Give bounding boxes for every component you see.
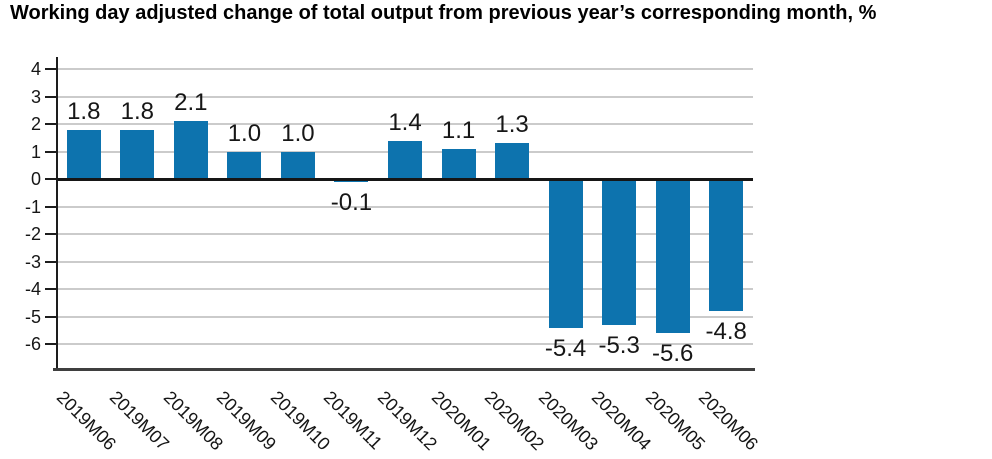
bar-2019M10 — [280, 151, 315, 179]
y-gridline — [57, 68, 753, 70]
y-tick-mark — [45, 178, 57, 180]
y-tick-label: -6 — [24, 334, 41, 354]
bar-2020M04 — [602, 179, 637, 325]
chart-title: Working day adjusted change of total out… — [10, 2, 877, 24]
y-tick-label: 3 — [30, 86, 41, 107]
bar-2019M12 — [388, 140, 422, 179]
y-gridline — [57, 315, 753, 318]
bar-2019M06 — [66, 129, 101, 179]
y-tick-mark — [45, 123, 57, 125]
value-label: 1.3 — [495, 111, 529, 139]
bar-2019M09 — [227, 151, 262, 179]
y-axis-line — [56, 57, 58, 369]
y-tick-mark — [45, 315, 57, 318]
y-tick-mark — [45, 343, 57, 345]
value-label: -0.1 — [330, 188, 373, 216]
bar-2020M03 — [548, 179, 583, 328]
bar-2020M05 — [655, 179, 690, 333]
y-tick-mark — [45, 260, 57, 263]
x-axis-line — [53, 368, 755, 371]
y-tick-mark — [45, 95, 57, 98]
bar-2020M01 — [441, 148, 476, 179]
y-tick-label: 4 — [30, 59, 41, 79]
y-gridline — [57, 288, 753, 290]
x-tick-label: 2020M06 — [695, 387, 763, 455]
value-label: 1.8 — [67, 97, 101, 125]
value-label: -5.4 — [544, 334, 587, 362]
y-tick-label: -4 — [24, 279, 41, 299]
y-tick-mark — [45, 205, 57, 208]
y-gridline — [57, 205, 753, 208]
y-tick-mark — [45, 68, 57, 70]
y-gridline — [57, 260, 753, 263]
y-gridline — [57, 123, 753, 125]
y-tick-label: -2 — [24, 224, 41, 244]
value-label: 1.0 — [281, 119, 315, 147]
y-tick-label: 0 — [30, 169, 41, 189]
value-label: 1.1 — [441, 116, 476, 144]
zero-baseline — [57, 177, 753, 181]
y-gridline — [57, 95, 753, 98]
y-gridline — [57, 233, 753, 235]
y-tick-mark — [45, 288, 57, 290]
y-tick-label: -1 — [24, 196, 41, 217]
y-tick-mark — [45, 233, 57, 235]
value-label: -5.6 — [652, 340, 694, 367]
value-label: -5.3 — [598, 331, 640, 359]
value-label: 1.4 — [388, 108, 422, 136]
value-label: 2.1 — [174, 89, 208, 117]
y-tick-mark — [45, 150, 57, 153]
y-tick-label: 2 — [30, 114, 41, 134]
y-tick-label: -5 — [24, 306, 41, 327]
value-label: 1.0 — [227, 119, 262, 147]
bar-2019M07 — [120, 129, 155, 179]
bar-2020M02 — [495, 143, 530, 179]
bar-2019M08 — [173, 121, 208, 179]
y-tick-label: 1 — [30, 141, 41, 162]
y-gridline — [57, 343, 753, 345]
bar-2020M06 — [709, 179, 744, 311]
value-label: 1.8 — [120, 97, 154, 125]
value-label: -4.8 — [705, 318, 747, 345]
y-tick-label: -3 — [24, 251, 41, 272]
